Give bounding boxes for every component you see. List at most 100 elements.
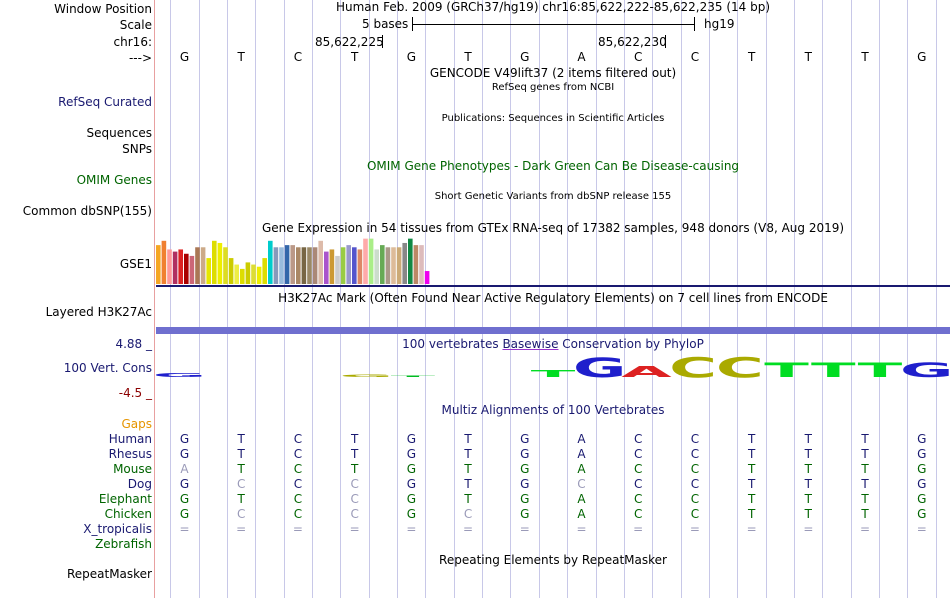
- gtex-bar[interactable]: [396, 247, 402, 284]
- publications-track-title[interactable]: Publications: Sequences in Scientific Ar…: [441, 113, 665, 124]
- repeatmasker-track-title[interactable]: Repeating Elements by RepeatMasker: [439, 553, 667, 567]
- multiz-base: A: [577, 432, 586, 446]
- gtex-bar[interactable]: [184, 253, 189, 284]
- gtex-bar[interactable]: [256, 266, 262, 284]
- gtex-bar[interactable]: [178, 249, 183, 284]
- multiz-species-label[interactable]: Chicken: [104, 507, 152, 521]
- snps-track-label[interactable]: SNPs: [122, 142, 152, 156]
- gencode-track-title[interactable]: GENCODE V49lift37 (2 items filtered out): [429, 66, 677, 80]
- multiz-base: G: [917, 507, 927, 521]
- multiz-base: C: [293, 507, 303, 521]
- multiz-species-label[interactable]: Dog: [127, 477, 152, 491]
- gtex-bar[interactable]: [223, 247, 228, 284]
- grid-line: [596, 0, 597, 598]
- gtex-bar[interactable]: [251, 264, 256, 284]
- reference-base: T: [804, 50, 813, 64]
- omim-track-title[interactable]: OMIM Gene Phenotypes - Dark Green Can Be…: [366, 159, 740, 173]
- gtex-bar[interactable]: [419, 245, 424, 284]
- gtex-bar[interactable]: [296, 247, 301, 284]
- gtex-bar[interactable]: [189, 255, 195, 284]
- gtex-bar[interactable]: [391, 247, 396, 284]
- multiz-track-title[interactable]: Multiz Alignments of 100 Vertebrates: [441, 403, 665, 417]
- gtex-bar[interactable]: [408, 238, 413, 284]
- gtex-bar[interactable]: [374, 249, 379, 284]
- position-tick-2: 85,622,230: [598, 35, 667, 49]
- assembly-label: hg19: [704, 17, 735, 31]
- gtex-bar[interactable]: [279, 247, 284, 284]
- multiz-species-label[interactable]: Human: [108, 432, 152, 446]
- multiz-base: C: [293, 462, 303, 476]
- multiz-species-label[interactable]: Rhesus: [108, 447, 152, 461]
- gtex-bar[interactable]: [217, 242, 223, 284]
- gtex-bar[interactable]: [357, 249, 363, 284]
- gtex-bar[interactable]: [200, 247, 206, 284]
- gtex-bar[interactable]: [385, 247, 391, 284]
- grid-line: [907, 0, 908, 598]
- multiz-species-label[interactable]: Zebrafish: [95, 537, 152, 551]
- multiz-base: T: [861, 447, 869, 461]
- gtex-bar[interactable]: [206, 258, 211, 284]
- gtex-bar[interactable]: [156, 245, 161, 284]
- cons-track-title[interactable]: 100 vertebrates Basewise Conservation by…: [156, 337, 950, 351]
- gtex-bar[interactable]: [324, 251, 329, 284]
- gtex-bar[interactable]: [212, 240, 217, 284]
- h3k27ac-track-label[interactable]: Layered H3K27Ac: [45, 305, 152, 319]
- gtex-bar[interactable]: [268, 240, 273, 284]
- gtex-bar[interactable]: [195, 247, 200, 284]
- gtex-bar[interactable]: [352, 247, 357, 284]
- gtex-bar[interactable]: [380, 245, 385, 284]
- refseq-track-title[interactable]: RefSeq genes from NCBI: [491, 82, 615, 93]
- gtex-track-label[interactable]: GSE1: [119, 257, 152, 271]
- cons-logo-letter: G: [339, 374, 393, 378]
- multiz-base: G: [917, 447, 927, 461]
- reference-base: A: [577, 50, 586, 64]
- gtex-bar[interactable]: [413, 245, 419, 284]
- gtex-bar[interactable]: [161, 240, 167, 284]
- grid-line: [340, 0, 341, 598]
- gtex-track-title[interactable]: Gene Expression in 54 tissues from GTEx …: [261, 221, 845, 235]
- multiz-base: =: [803, 522, 814, 536]
- multiz-base: =: [633, 522, 644, 536]
- cons-title-basewise-link[interactable]: Basewise: [502, 337, 559, 351]
- h3k27ac-track-title[interactable]: H3K27Ac Mark (Often Found Near Active Re…: [278, 291, 828, 305]
- repeatmasker-track-label[interactable]: RepeatMasker: [66, 567, 152, 581]
- gtex-bar[interactable]: [273, 247, 279, 284]
- gtex-bar[interactable]: [167, 249, 172, 284]
- gtex-bar[interactable]: [312, 247, 318, 284]
- multiz-base: =: [349, 522, 360, 536]
- gtex-bar[interactable]: [335, 255, 340, 284]
- gtex-baseline: [156, 285, 950, 287]
- grid-line: [369, 0, 370, 598]
- multiz-species-label[interactable]: X_tropicalis: [83, 522, 152, 536]
- dbsnp-track-label[interactable]: Common dbSNP(155): [22, 204, 152, 218]
- gtex-bar[interactable]: [228, 258, 234, 284]
- gtex-bar[interactable]: [290, 245, 295, 284]
- multiz-base: C: [350, 492, 359, 506]
- sequences-track-label[interactable]: Sequences: [86, 126, 152, 140]
- gtex-bar[interactable]: [329, 249, 335, 284]
- gtex-bar[interactable]: [368, 238, 374, 284]
- omim-track-label[interactable]: OMIM Genes: [76, 173, 152, 187]
- gtex-bar[interactable]: [245, 262, 251, 284]
- gtex-bar[interactable]: [340, 247, 346, 284]
- gtex-bar[interactable]: [318, 240, 323, 284]
- refseq-track-label[interactable]: RefSeq Curated: [58, 95, 152, 109]
- cons-track-label[interactable]: 100 Vert. Cons: [63, 361, 152, 375]
- dbsnp-track-title[interactable]: Short Genetic Variants from dbSNP releas…: [434, 191, 672, 202]
- gtex-bar[interactable]: [301, 247, 307, 284]
- gtex-bar[interactable]: [172, 251, 178, 284]
- gtex-bar[interactable]: [240, 268, 245, 284]
- multiz-species-label[interactable]: Elephant: [98, 492, 152, 506]
- gtex-bar[interactable]: [363, 238, 368, 284]
- position-tick-2-mark: [665, 35, 666, 48]
- gtex-bar-chart[interactable]: [156, 236, 950, 288]
- gtex-bar[interactable]: [346, 245, 351, 284]
- gtex-bar[interactable]: [234, 264, 239, 284]
- gtex-bar[interactable]: [402, 242, 407, 284]
- gtex-bar[interactable]: [284, 245, 290, 284]
- gtex-bar[interactable]: [262, 258, 267, 284]
- multiz-species-label[interactable]: Mouse: [113, 462, 152, 476]
- gtex-bar[interactable]: [424, 271, 430, 284]
- gtex-bar[interactable]: [307, 247, 312, 284]
